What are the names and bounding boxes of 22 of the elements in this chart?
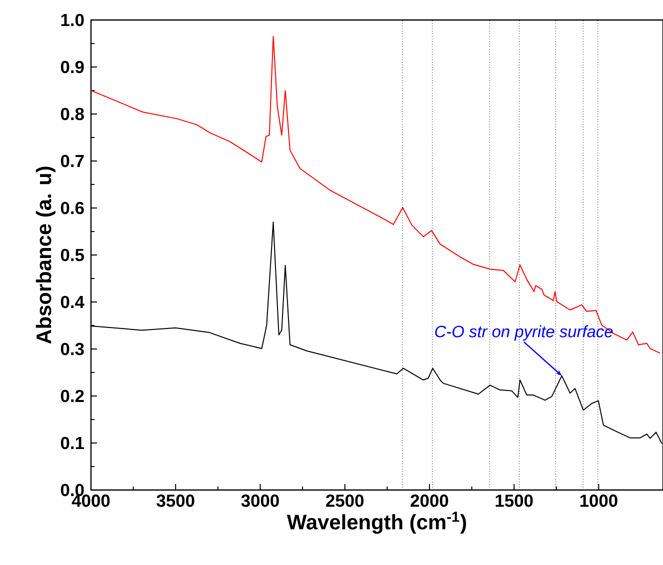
y-tick-label: 0.7	[60, 154, 84, 168]
y-tick-label: 0.6	[60, 202, 84, 214]
x-tick-label: 2500	[326, 494, 364, 507]
y-tick-label: 1.0	[61, 14, 84, 26]
y-tick-label: 0.8	[60, 108, 84, 120]
annotation: C-O str on pyrite surface	[435, 325, 613, 341]
y-tick-label: 0.0	[60, 484, 84, 496]
y-tick-label: 0.9	[60, 60, 84, 74]
y-tick-label: 0.1	[60, 436, 84, 450]
x-tick-label: 1000	[580, 494, 618, 507]
x-tick-label: 4000	[72, 494, 110, 507]
line-series	[90, 36, 661, 354]
y-axis-title: Absorbance (a. u)	[36, 166, 56, 344]
x-tick-label: 1500	[496, 494, 533, 507]
y-tick-label: 0.5	[60, 248, 84, 262]
x-tick-label: 3500	[156, 494, 194, 507]
y-tick-label: 0.3	[60, 342, 84, 356]
x-tick-label: 2000	[410, 494, 448, 507]
y-tick-label: 0.2	[60, 390, 84, 402]
x-axis-title: Wavelength (cm$^{-1}$)	[286, 512, 466, 534]
x-tick-label: 3000	[241, 494, 279, 507]
y-tick-label: 0.4	[60, 296, 84, 308]
